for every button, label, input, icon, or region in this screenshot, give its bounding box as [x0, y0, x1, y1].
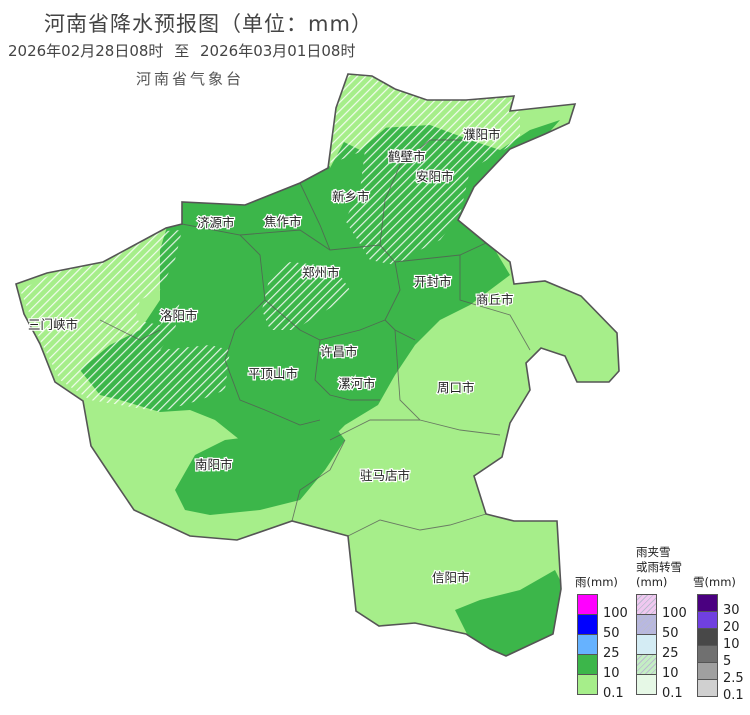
rain-10-25-area-xinyang	[455, 570, 570, 656]
city-label-luohe: 漯河市	[338, 376, 376, 391]
legend-sleet: 雨夹雪 或雨转雪 (mm) 100 50 25 10 0.1	[636, 545, 687, 701]
agency-name: 河南省气象台	[136, 70, 245, 88]
legend-snow-label: 5	[723, 654, 732, 669]
city-label-jiyuan: 济源市	[197, 215, 235, 230]
legend-rain-swatch	[577, 614, 598, 635]
city-label-shangqiu: 商丘市	[476, 292, 514, 307]
legend-snow-swatch	[697, 662, 718, 680]
legend-sleet-label: 0.1	[662, 686, 683, 701]
legend-sleet-title-3: (mm)	[636, 575, 668, 589]
legend-snow-label: 0.1	[723, 688, 744, 703]
period-end: 2026年03月01日08时	[200, 42, 356, 60]
city-label-zhumadian: 驻马店市	[360, 468, 410, 483]
city-label-zhoukou: 周口市	[437, 380, 475, 395]
legend-sleet-label: 10	[662, 666, 679, 681]
legend-rain-label: 50	[603, 626, 620, 641]
legend-snow-swatch	[697, 645, 718, 663]
city-label-kaifeng: 开封市	[414, 274, 452, 289]
map-title: 河南省降水预报图（单位：mm）	[44, 12, 373, 36]
city-label-sanmenxia: 三门峡市	[28, 317, 78, 332]
legend-snow: 雪(mm) 30 20 10 5 2.5 0.1	[693, 575, 744, 703]
legend-rain-label: 0.1	[603, 686, 624, 701]
city-label-nanyang: 南阳市	[195, 457, 233, 472]
legend-sleet-label: 100	[662, 606, 687, 621]
city-label-puyang: 濮阳市	[463, 127, 501, 142]
sleet-area-zhengzhou	[262, 262, 350, 330]
city-label-hebi: 鹤壁市	[388, 149, 426, 164]
legend-rain: 雨(mm) 100 50 25 10 0.1	[575, 575, 628, 701]
city-label-xinxiang: 新乡市	[332, 189, 370, 204]
legend-rain-swatch	[577, 674, 598, 695]
legend-rain-label: 100	[603, 606, 628, 621]
legend-snow-label: 10	[723, 637, 740, 652]
city-label-pingdingshan: 平顶山市	[248, 366, 298, 381]
legend-sleet-title-1: 雨夹雪	[636, 545, 671, 559]
legend-sleet-swatch	[636, 594, 657, 615]
city-labels: 濮阳市 鹤壁市 安阳市 新乡市 济源市 焦作市 郑州市 开封市 商丘市 三门峡市…	[27, 126, 515, 587]
legend-sleet-title-2: 或雨转雪	[636, 560, 682, 574]
city-label-anyang: 安阳市	[416, 169, 454, 184]
legend-rain-title: 雨(mm)	[575, 575, 618, 589]
legend-sleet-swatch	[636, 634, 657, 655]
legend-sleet-label: 50	[662, 626, 679, 641]
city-label-xuchang: 许昌市	[320, 344, 358, 359]
city-boundaries	[99, 139, 531, 537]
legend-snow-label: 2.5	[723, 671, 744, 686]
legend-snow-swatch	[697, 628, 718, 646]
legend-sleet-swatch	[636, 614, 657, 635]
legend-snow-title: 雪(mm)	[693, 575, 736, 589]
city-label-luoyang: 洛阳市	[160, 308, 198, 323]
period-separator: 至	[174, 42, 190, 60]
legend-rain-swatch	[577, 594, 598, 615]
forecast-period: 2026年02月28日08时 至 2026年03月01日08时	[8, 40, 361, 61]
legend-rain-swatch	[577, 654, 598, 675]
city-label-jiaozuo: 焦作市	[264, 214, 302, 229]
city-label-zhengzhou: 郑州市	[302, 265, 340, 280]
legend-snow-swatch	[697, 679, 718, 697]
legend-sleet-label: 25	[662, 646, 679, 661]
rain-10-25-area-nanyang	[175, 420, 345, 515]
legend-rain-label: 10	[603, 666, 620, 681]
legend-sleet-swatch	[636, 654, 657, 675]
legend-sleet-swatch	[636, 674, 657, 695]
city-label-xinyang: 信阳市	[432, 570, 470, 585]
sleet-area-north	[330, 74, 520, 265]
legend-snow-swatch	[697, 611, 718, 629]
sleet-area-west	[20, 230, 230, 412]
legend-snow-label: 20	[723, 620, 740, 635]
legend-snow-swatch	[697, 594, 718, 612]
legend-rain-label: 25	[603, 646, 620, 661]
legend-rain-swatch	[577, 634, 598, 655]
legend-snow-label: 30	[723, 603, 740, 618]
period-start: 2026年02月28日08时	[8, 42, 164, 60]
